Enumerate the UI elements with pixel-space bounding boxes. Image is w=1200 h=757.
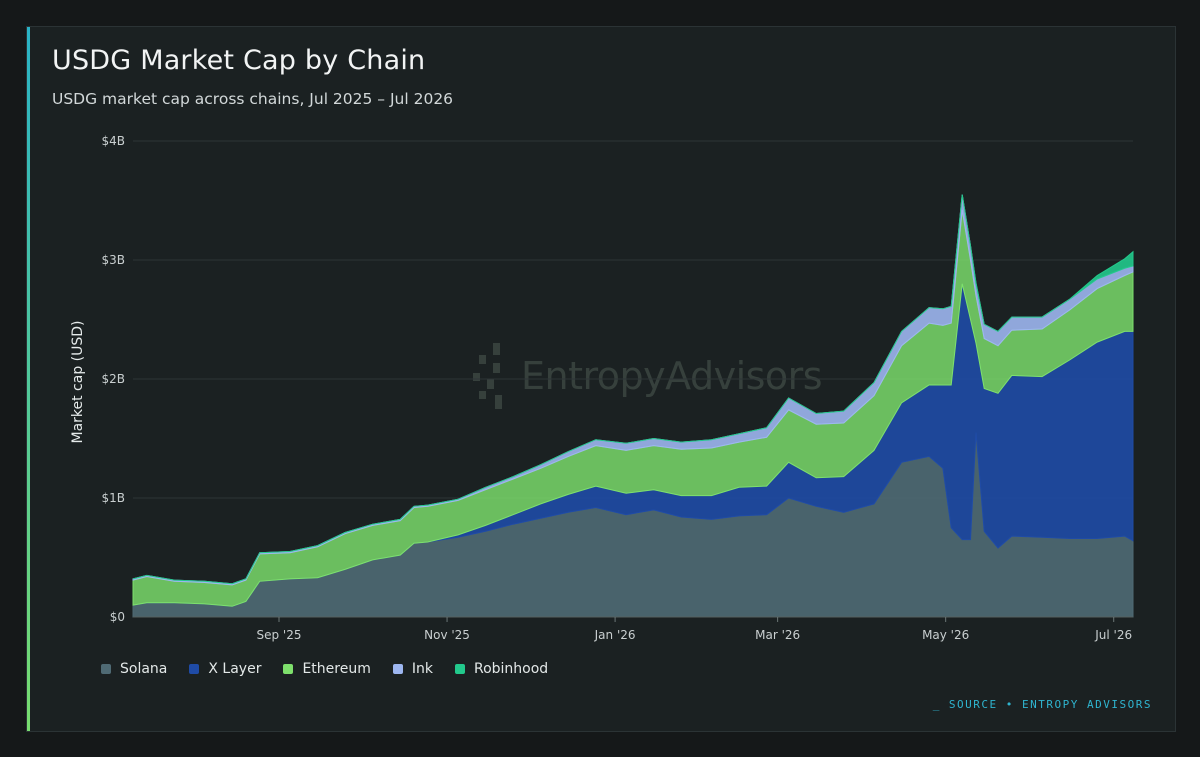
x-tick-label: May '26 [922, 628, 969, 642]
chart-title: USDG Market Cap by Chain [52, 45, 426, 76]
stacked-areas [132, 194, 1134, 618]
source-credit: _ SOURCE • ENTROPY ADVISORS [932, 698, 1152, 711]
x-tick-label: Jan '26 [594, 628, 636, 642]
legend-swatch [101, 664, 111, 674]
watermark-text: EntropyAdvisors [521, 354, 823, 398]
chart-card: USDG Market Cap by Chain USDG market cap… [26, 26, 1176, 732]
y-tick-label: $2B [101, 372, 125, 386]
watermark: EntropyAdvisors [471, 341, 823, 411]
legend-label: X Layer [208, 661, 262, 677]
legend-item-ethereum: Ethereum [283, 661, 371, 677]
legend-item-x-layer: X Layer [189, 661, 261, 677]
area-robinhood [132, 194, 1134, 585]
axes: $0 $1B $2B $3B $4B Sep '25 Nov '25 Jan '26 Mar '… [101, 134, 1133, 642]
area-chart: $0 $1B $2B $3B $4B Sep '25 Nov '25 Jan '26 Mar '… [70, 134, 1134, 642]
legend-label: Robinhood [473, 661, 549, 677]
legend-label: Ink [411, 661, 433, 677]
y-tick-label: $1B [101, 491, 125, 505]
legend-swatch [283, 664, 294, 674]
legend-label: Ethereum [302, 661, 371, 677]
legend-swatch [189, 664, 200, 674]
legend-swatch [454, 664, 465, 674]
y-tick-label: $4B [101, 134, 125, 148]
entropy-logo-icon [473, 343, 502, 409]
legend-item-robinhood: Robinhood [454, 661, 549, 677]
legend-item-solana: Solana [101, 661, 167, 677]
y-tick-label: $3B [101, 253, 125, 267]
legend: Solana X Layer Ethereum Ink Robinhood [101, 661, 548, 677]
y-axis-label: Market cap (USD) [70, 320, 86, 443]
accent-bar [27, 27, 30, 731]
legend-swatch [392, 664, 403, 674]
x-tick-label: Mar '26 [755, 628, 800, 642]
legend-item-ink: Ink [392, 661, 433, 677]
x-tick-label: Sep '25 [257, 628, 302, 642]
x-tick-label: Jul '26 [1094, 628, 1132, 642]
y-tick-label: $0 [110, 610, 125, 624]
legend-label: Solana [120, 661, 168, 677]
x-tick-label: Nov '25 [424, 628, 470, 642]
chart-subtitle: USDG market cap across chains, Jul 2025 … [52, 90, 454, 108]
